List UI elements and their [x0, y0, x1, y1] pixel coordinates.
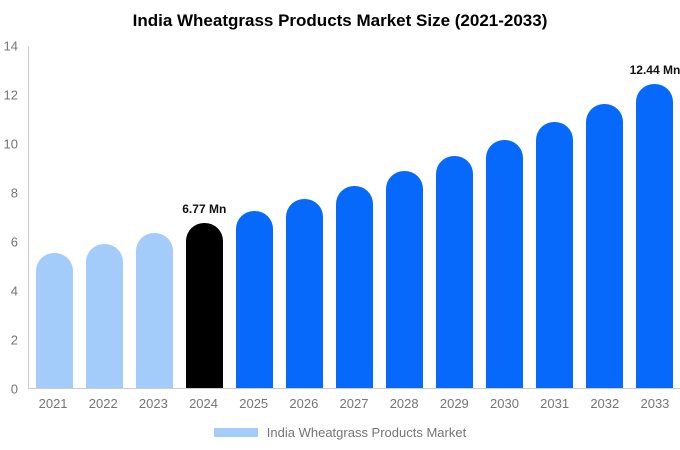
- x-tick-label-2021: 2021: [38, 396, 68, 411]
- chart-title: India Wheatgrass Products Market Size (2…: [132, 11, 548, 30]
- bar-slot-2027: [329, 46, 379, 388]
- y-tick-label: 6: [10, 234, 18, 250]
- y-tick-label: 8: [10, 185, 18, 201]
- bar-slot-2028: [380, 46, 430, 388]
- x-tick-label-2025: 2025: [239, 396, 269, 411]
- bar-2022: [85, 243, 123, 388]
- bar-slot-2022: [79, 46, 129, 388]
- x-tick-label-2029: 2029: [439, 396, 469, 411]
- bar-slot-2030: [480, 46, 530, 388]
- bar-2024: 6.77 Mn: [182, 202, 226, 388]
- bar-2029: [436, 156, 474, 388]
- bar-2027: [336, 185, 373, 388]
- legend-swatch: [213, 428, 258, 437]
- bar-2021: [35, 252, 73, 388]
- y-tick-label: 10: [3, 136, 18, 152]
- bar-2028: [386, 171, 424, 388]
- y-tick-label: 0: [10, 381, 18, 397]
- legend: India Wheatgrass Products Market: [0, 425, 680, 440]
- bar-2025: [235, 211, 273, 388]
- bar-slot-2023: [129, 46, 179, 388]
- x-tick-label-2032: 2032: [590, 396, 620, 411]
- x-tick-label-2026: 2026: [289, 396, 319, 411]
- y-axis: 0 2 4 6 8 10 12 14: [0, 39, 22, 397]
- bar-slot-2026: [279, 46, 329, 388]
- bar-slot-2024: 6.77 Mn: [179, 46, 229, 388]
- bar-slot-2021: [29, 46, 79, 388]
- x-tick-label-2023: 2023: [138, 396, 168, 411]
- x-tick-label-2022: 2022: [88, 396, 118, 411]
- y-tick-label: 12: [3, 87, 18, 103]
- x-tick-label-2027: 2027: [339, 396, 369, 411]
- x-tick-label-2030: 2030: [490, 396, 519, 411]
- y-tick-label: 2: [10, 332, 18, 348]
- x-tick-label-2028: 2028: [389, 396, 419, 411]
- legend-label: India Wheatgrass Products Market: [266, 425, 467, 440]
- bar-slot-2033: 12.44 Mn: [630, 46, 680, 388]
- bar-slot-2029: [430, 46, 480, 388]
- y-tick-label: 14: [3, 38, 18, 54]
- bar-slot-2025: [229, 46, 279, 388]
- x-tick-label-2033: 2033: [640, 396, 670, 411]
- y-tick-label: 4: [10, 283, 18, 299]
- x-tick-label-2031: 2031: [540, 396, 570, 411]
- bar-2031: [536, 122, 574, 388]
- x-axis: 2021 2022 2023 2024 2025 2026 2027 2028 2029 2030…: [28, 396, 680, 411]
- bar-2033: 12.44 Mn: [630, 63, 680, 388]
- bar-2032: [586, 103, 624, 388]
- bar-value-label-2024: 6.77 Mn: [182, 201, 227, 216]
- bar-2023: [135, 233, 173, 388]
- bar-value-label-2033: 12.44 Mn: [629, 63, 680, 78]
- bar-slot-2032: [580, 46, 630, 388]
- plot-area: 6.77 Mn 12.44 Mn: [28, 46, 680, 389]
- bar-2030: [486, 139, 524, 388]
- bar-2026: [285, 198, 323, 388]
- x-tick-label-2024: 2024: [189, 396, 218, 411]
- bar-slot-2031: [530, 46, 580, 388]
